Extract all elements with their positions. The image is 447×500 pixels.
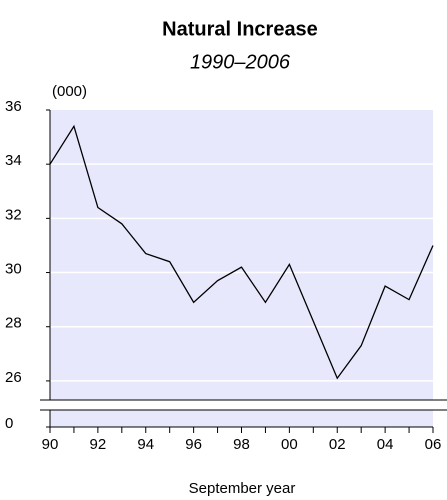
x-tick-label: 98: [233, 436, 250, 453]
y-tick-label: 34: [5, 152, 22, 169]
line: [49, 124, 434, 380]
y-unit: (000): [52, 83, 87, 100]
chart-subtitle: 1990–2006: [190, 51, 291, 73]
axis-break: [44, 400, 441, 410]
x-tick-label: 94: [137, 436, 154, 453]
y-tick-label: 0: [5, 415, 13, 432]
x-tick-label: 06: [425, 436, 442, 453]
y-tick-label: 32: [5, 206, 22, 223]
x-tick-label: 04: [377, 436, 394, 453]
plot-background: [50, 110, 433, 427]
y-tick-label: 36: [5, 98, 22, 115]
x-tick-label: 02: [329, 436, 346, 453]
x-tick-label: 00: [281, 436, 298, 453]
x-tick-label: 96: [185, 436, 202, 453]
chart-title: Natural Increase: [162, 18, 318, 40]
x-axis-label: September year: [189, 480, 296, 497]
x-tick-label: 90: [42, 436, 59, 453]
x-tick-label: 92: [90, 436, 107, 453]
y-tick-label: 28: [5, 315, 22, 332]
y-tick-label: 26: [5, 369, 22, 386]
y-tick-label: 30: [5, 261, 22, 278]
